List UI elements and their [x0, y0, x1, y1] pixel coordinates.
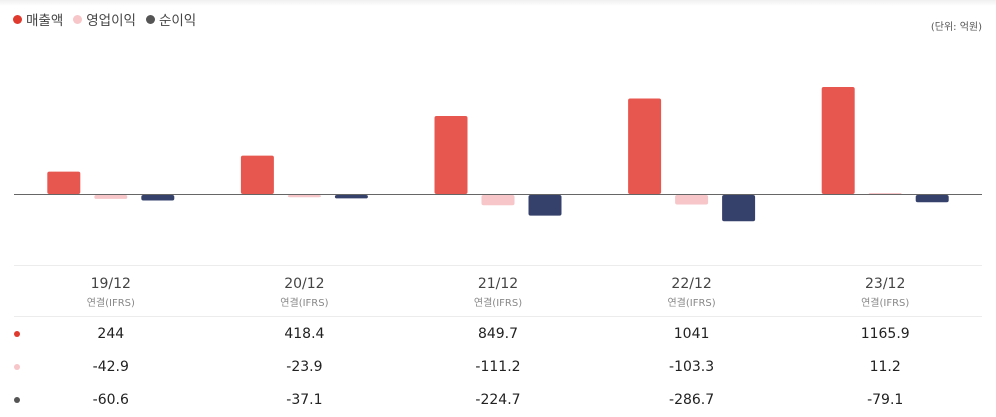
bar-revenue-22-12	[628, 98, 662, 194]
bar-operating-profit-22-12	[675, 195, 709, 205]
bar-net-income-19-12	[141, 195, 175, 201]
value-cell-revenue-22-12: 1041	[674, 326, 710, 342]
period-label-22-12: 22/12	[671, 276, 711, 292]
value-cell-net-income-19-12: -60.6	[93, 392, 129, 408]
period-label-23-12: 23/12	[865, 276, 905, 292]
value-cell-operating-profit-20-12: -23.9	[286, 359, 322, 375]
period-label-19-12: 19/12	[91, 276, 131, 292]
basis-label-20-12: 연결(IFRS)	[280, 297, 328, 309]
value-cell-net-income-23-12: -79.1	[867, 392, 903, 408]
legend-dot-operating-profit	[73, 14, 83, 24]
period-label-20-12: 20/12	[284, 276, 324, 292]
value-cell-operating-profit-19-12: -42.9	[93, 359, 129, 375]
value-cell-operating-profit-22-12: -103.3	[669, 359, 714, 375]
value-cell-net-income-22-12: -286.7	[669, 392, 714, 408]
basis-label-23-12: 연결(IFRS)	[861, 297, 909, 309]
bar-operating-profit-20-12	[287, 195, 321, 198]
value-cell-operating-profit-23-12: 11.2	[870, 359, 901, 375]
bar-operating-profit-21-12	[481, 195, 515, 206]
bar-revenue-23-12	[821, 87, 855, 194]
value-cell-revenue-19-12: 244	[97, 326, 124, 342]
legend-item-revenue[interactable]: 매출액	[13, 9, 63, 29]
bar-revenue-19-12	[47, 171, 81, 194]
unit-label: (단위: 억원)	[930, 22, 982, 33]
chart-legend: 매출액 영업이익 순이익	[13, 9, 196, 29]
value-cell-revenue-23-12: 1165.9	[861, 326, 910, 342]
legend-label-net-income: 순이익	[158, 13, 197, 29]
legend-dot-revenue	[13, 14, 22, 24]
value-cell-revenue-20-12: 418.4	[284, 326, 324, 342]
legend-label-revenue: 매출액	[26, 13, 64, 29]
legend-item-net-income[interactable]: 순이익	[145, 9, 197, 29]
value-cell-revenue-21-12: 849.7	[478, 326, 518, 342]
bar-net-income-21-12	[528, 195, 562, 216]
row-dot-revenue	[14, 331, 20, 337]
bar-net-income-22-12	[722, 195, 756, 222]
bar-net-income-20-12	[334, 195, 368, 199]
bar-revenue-21-12	[434, 116, 468, 194]
basis-label-19-12: 연결(IFRS)	[87, 297, 135, 309]
top-divider	[0, 0, 996, 6]
row-dot-net-income	[14, 397, 20, 403]
value-cell-operating-profit-21-12: -111.2	[475, 359, 520, 375]
bar-net-income-23-12	[915, 195, 949, 203]
value-cell-net-income-21-12: -224.7	[475, 392, 520, 408]
basis-label-21-12: 연결(IFRS)	[474, 297, 522, 309]
row-dot-operating-profit	[14, 364, 20, 370]
bar-operating-profit-19-12	[94, 195, 128, 199]
bar-operating-profit-23-12	[868, 192, 902, 194]
legend-item-operating-profit[interactable]: 영업이익	[73, 9, 136, 29]
legend-label-operating-profit: 영업이익	[86, 13, 136, 29]
value-cell-net-income-20-12: -37.1	[286, 392, 322, 408]
bar-revenue-20-12	[240, 155, 274, 194]
legend-dot-net-income	[145, 14, 155, 24]
basis-label-22-12: 연결(IFRS)	[667, 297, 715, 309]
period-label-21-12: 21/12	[478, 276, 518, 292]
